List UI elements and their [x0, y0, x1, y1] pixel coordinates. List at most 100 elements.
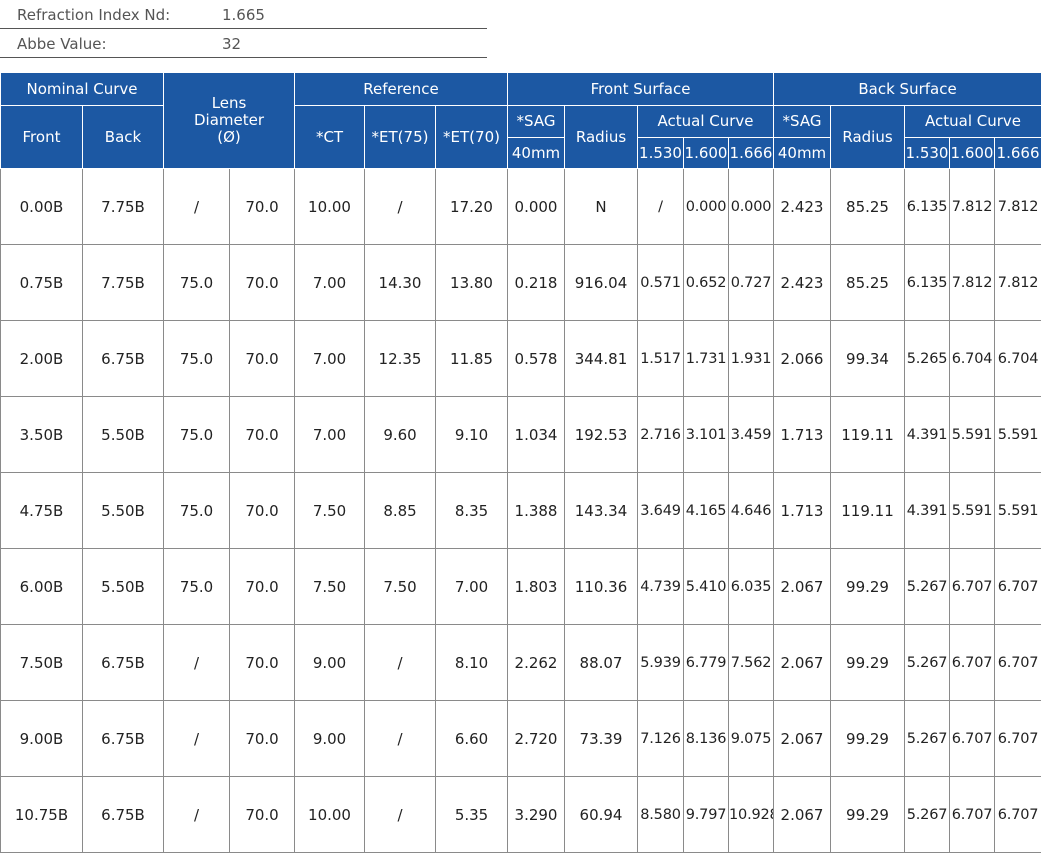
- cell: 5.267: [905, 777, 950, 853]
- cell: 10.00: [295, 777, 365, 853]
- cell: 99.29: [831, 701, 905, 777]
- cell: 6.707: [995, 777, 1041, 853]
- cell: 88.07: [565, 625, 638, 701]
- cell: 2.067: [774, 701, 831, 777]
- cell: 75.0: [164, 549, 230, 625]
- cell: 0.652: [684, 245, 729, 321]
- column-header: Radius: [565, 106, 638, 169]
- cell: 70.0: [230, 701, 295, 777]
- cell: 5.410: [684, 549, 729, 625]
- cell: 7.00: [295, 245, 365, 321]
- cell: 0.000: [508, 169, 565, 245]
- cell: 2.262: [508, 625, 565, 701]
- cell: 70.0: [230, 549, 295, 625]
- column-header: *ET(70): [436, 106, 508, 169]
- cell: 1.713: [774, 473, 831, 549]
- group-header: Front Surface: [508, 73, 774, 106]
- cell: 3.649: [638, 473, 684, 549]
- cell: 6.75B: [83, 777, 164, 853]
- cell: /: [365, 169, 436, 245]
- cell: 0.218: [508, 245, 565, 321]
- sub-header: 1.530: [905, 138, 950, 169]
- cell: 6.707: [950, 625, 995, 701]
- cell: 70.0: [230, 777, 295, 853]
- column-header: Back: [83, 106, 164, 169]
- cell: /: [164, 625, 230, 701]
- cell: 0.000: [729, 169, 774, 245]
- cell: 6.707: [995, 701, 1041, 777]
- column-header: Actual Curve: [638, 106, 774, 138]
- column-header: *ET(75): [365, 106, 436, 169]
- cell: 6.135: [905, 245, 950, 321]
- cell: 5.35: [436, 777, 508, 853]
- cell: 73.39: [565, 701, 638, 777]
- column-header: *SAG: [774, 106, 831, 138]
- cell: 7.00: [436, 549, 508, 625]
- column-header: Radius: [831, 106, 905, 169]
- cell: 1.931: [729, 321, 774, 397]
- cell: 2.067: [774, 549, 831, 625]
- cell: 5.267: [905, 701, 950, 777]
- cell: 3.101: [684, 397, 729, 473]
- cell: 13.80: [436, 245, 508, 321]
- cell: 2.067: [774, 625, 831, 701]
- data-row: 2.00B6.75B75.070.07.0012.3511.850.578344…: [1, 321, 1041, 397]
- sub-header: 1.530: [638, 138, 684, 169]
- cell: 14.30: [365, 245, 436, 321]
- sub-header: 1.666: [995, 138, 1041, 169]
- cell: /: [164, 777, 230, 853]
- cell: 6.707: [950, 549, 995, 625]
- cell: 75.0: [164, 321, 230, 397]
- cell: 99.34: [831, 321, 905, 397]
- cell: 7.812: [950, 245, 995, 321]
- cell: 0.75B: [1, 245, 83, 321]
- cell: /: [365, 701, 436, 777]
- cell: 0.727: [729, 245, 774, 321]
- cell: 10.75B: [1, 777, 83, 853]
- info-label: Abbe Value:: [17, 35, 107, 53]
- cell: 6.035: [729, 549, 774, 625]
- cell: 7.75B: [83, 245, 164, 321]
- cell: 85.25: [831, 169, 905, 245]
- spec-table: Nominal Curve Lens Diameter (Ø) Referenc…: [0, 72, 1041, 853]
- cell: 12.35: [365, 321, 436, 397]
- cell: 0.571: [638, 245, 684, 321]
- cell: 0.00B: [1, 169, 83, 245]
- cell: 1.034: [508, 397, 565, 473]
- cell: 2.066: [774, 321, 831, 397]
- cell: 7.50: [295, 549, 365, 625]
- cell: 9.797: [684, 777, 729, 853]
- data-row: 9.00B6.75B/70.09.00/6.602.72073.397.1268…: [1, 701, 1041, 777]
- cell: 6.779: [684, 625, 729, 701]
- cell: 8.10: [436, 625, 508, 701]
- column-header: Actual Curve: [905, 106, 1041, 138]
- cell: 7.50: [295, 473, 365, 549]
- cell: 5.50B: [83, 549, 164, 625]
- cell: 6.707: [995, 625, 1041, 701]
- table-head: Nominal Curve Lens Diameter (Ø) Referenc…: [1, 73, 1041, 169]
- cell: 4.646: [729, 473, 774, 549]
- cell: 344.81: [565, 321, 638, 397]
- cell: 5.50B: [83, 397, 164, 473]
- cell: 6.75B: [83, 701, 164, 777]
- cell: 6.707: [950, 701, 995, 777]
- cell: 6.60: [436, 701, 508, 777]
- sub-header: 40mm: [774, 138, 831, 169]
- cell: 7.812: [995, 169, 1041, 245]
- cell: 6.135: [905, 169, 950, 245]
- info-value: 1.665: [222, 6, 265, 24]
- cell: 2.423: [774, 169, 831, 245]
- cell: 4.165: [684, 473, 729, 549]
- cell: 70.0: [230, 625, 295, 701]
- cell: 3.459: [729, 397, 774, 473]
- info-label: Refraction Index Nd:: [17, 6, 170, 24]
- cell: 9.00: [295, 625, 365, 701]
- cell: 3.290: [508, 777, 565, 853]
- cell: 119.11: [831, 473, 905, 549]
- header-row: Nominal Curve Lens Diameter (Ø) Referenc…: [1, 73, 1041, 106]
- cell: 6.75B: [83, 321, 164, 397]
- cell: 8.136: [684, 701, 729, 777]
- sub-header: 1.666: [729, 138, 774, 169]
